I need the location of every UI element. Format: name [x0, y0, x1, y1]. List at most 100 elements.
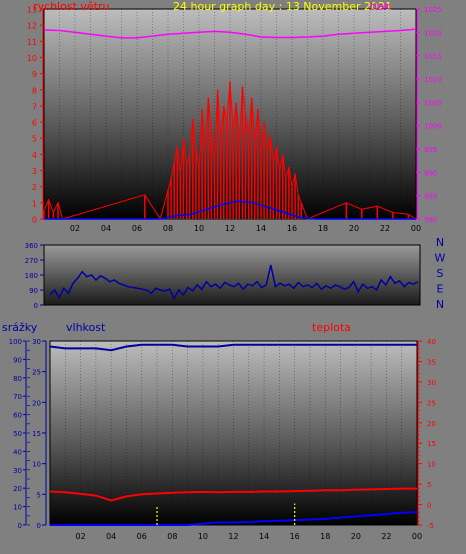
time-tick-label: 00 — [411, 224, 421, 233]
pressure-tick-label: 1010 — [424, 76, 442, 84]
precip-tick-label: 10 — [32, 461, 41, 469]
temperature-line — [49, 487, 417, 502]
temperature-tick-label: -5 — [427, 522, 434, 530]
pressure-tick-label: 985 — [424, 193, 437, 201]
gust-bars — [43, 81, 410, 219]
direction-panel — [43, 244, 421, 306]
direction-tick-label: 270 — [25, 257, 38, 265]
humidity-tick-label: 30 — [13, 467, 22, 475]
pressure-tick-label: 1000 — [424, 123, 442, 131]
time-tick-label: 22 — [380, 224, 390, 233]
pressure-tick-label: 1025 — [424, 6, 442, 14]
precip-tick-label: 30 — [32, 338, 41, 346]
time-tick-label-bottom: 22 — [381, 532, 391, 541]
humidity-tick-label: 40 — [13, 448, 22, 456]
humidity-tick-label: 50 — [13, 430, 22, 438]
time-tick-label-bottom: 06 — [137, 532, 147, 541]
humidity-tick-label: 0 — [18, 522, 22, 530]
humidity-label: vlhkost — [66, 321, 106, 334]
precip-tick-label: 20 — [32, 399, 41, 407]
temperature-tick-label: 35 — [427, 358, 436, 366]
humidity-tick-label: 100 — [9, 338, 22, 346]
wind-tick-label: 1 — [32, 199, 37, 208]
compass-label: E — [437, 283, 444, 296]
temperature-tick-label: 40 — [427, 338, 436, 346]
humidity-tick-label: 10 — [13, 504, 22, 512]
time-tick-label-bottom: 18 — [320, 532, 330, 541]
pressure-label: tlak — [370, 0, 391, 13]
time-tick-label-bottom: 08 — [167, 532, 177, 541]
time-tick-label-bottom: 10 — [198, 532, 208, 541]
wind-tick-label: 5 — [32, 135, 37, 144]
compass-label: N — [436, 236, 444, 249]
wind-tick-label: 7 — [32, 102, 37, 111]
humidity-tick-label: 80 — [13, 375, 22, 383]
time-tick-label: 04 — [101, 224, 111, 233]
temperature-tick-label: 30 — [427, 379, 436, 387]
temperature-tick-label: 0 — [427, 502, 431, 510]
compass-label: S — [437, 267, 444, 280]
wind-speed-label: rychlost větru — [33, 0, 109, 13]
humidity-tick-label: 60 — [13, 412, 22, 420]
time-tick-label-bottom: 16 — [290, 532, 300, 541]
temperature-tick-label: 20 — [427, 420, 436, 428]
wind-tick-label: 6 — [32, 119, 37, 128]
compass-label: N — [436, 298, 444, 311]
time-tick-label: 06 — [132, 224, 142, 233]
temperature-label: teplota — [312, 321, 351, 334]
time-tick-label-bottom: 02 — [75, 532, 85, 541]
wind-tick-label: 8 — [32, 86, 37, 95]
direction-line — [49, 264, 419, 300]
pressure-tick-label: 1020 — [424, 29, 442, 37]
time-tick-label: 08 — [163, 224, 173, 233]
direction-tick-label: 90 — [29, 287, 38, 295]
pressure-tick-label: 1005 — [424, 99, 442, 107]
time-tick-label-bottom: 20 — [351, 532, 361, 541]
wind-tick-label: 9 — [32, 70, 37, 79]
precip-label: srážky — [2, 321, 38, 334]
temperature-tick-label: 25 — [427, 399, 436, 407]
pressure-tick-label: 1015 — [424, 53, 442, 61]
gust-line — [43, 81, 417, 221]
time-tick-label: 18 — [318, 224, 328, 233]
time-tick-label-bottom: 14 — [259, 532, 269, 541]
direction-tick-label: 180 — [25, 272, 38, 280]
time-tick-label-bottom: 04 — [106, 532, 116, 541]
direction-tick-label: 360 — [25, 242, 38, 250]
time-tick-label: 12 — [225, 224, 235, 233]
temperature-tick-label: 5 — [427, 481, 431, 489]
precip-tick-label: 25 — [32, 369, 41, 377]
time-tick-label: 16 — [287, 224, 297, 233]
time-tick-label: 14 — [256, 224, 266, 233]
humidity-tick-label: 70 — [13, 393, 22, 401]
wind-tick-label: 12 — [27, 22, 37, 31]
time-tick-label: 02 — [70, 224, 80, 233]
time-tick-label-bottom: 00 — [412, 532, 422, 541]
direction-tick-label: 0 — [34, 302, 38, 310]
wind-tick-label: 11 — [27, 38, 37, 47]
wind-tick-label: 3 — [32, 167, 37, 176]
compass-label: W — [435, 252, 446, 265]
temperature-tick-label: 10 — [427, 461, 436, 469]
precip-tick-label: 5 — [37, 491, 41, 499]
wind-tick-label: 10 — [27, 54, 37, 63]
pressure-tick-label: 980 — [424, 216, 437, 224]
wind-tick-label: 4 — [32, 151, 37, 160]
time-tick-label: 10 — [194, 224, 204, 233]
wind-tick-label: 13 — [27, 6, 37, 15]
wind-line — [44, 200, 416, 220]
humidity-tick-label: 20 — [13, 485, 22, 493]
temperature-tick-label: 15 — [427, 440, 436, 448]
precip-tick-label: 15 — [32, 430, 41, 438]
time-tick-label-bottom: 12 — [228, 532, 238, 541]
date-title: 24 hour graph day : 13 November 2021 — [173, 0, 392, 13]
humidity-tick-label: 90 — [13, 356, 22, 364]
pressure-tick-label: 990 — [424, 169, 437, 177]
wind-tick-label: 0 — [32, 216, 37, 225]
wind-tick-label: 2 — [32, 183, 37, 192]
pressure-tick-label: 995 — [424, 146, 437, 154]
precip-tick-label: 0 — [37, 522, 41, 530]
humidity-line — [49, 343, 417, 352]
